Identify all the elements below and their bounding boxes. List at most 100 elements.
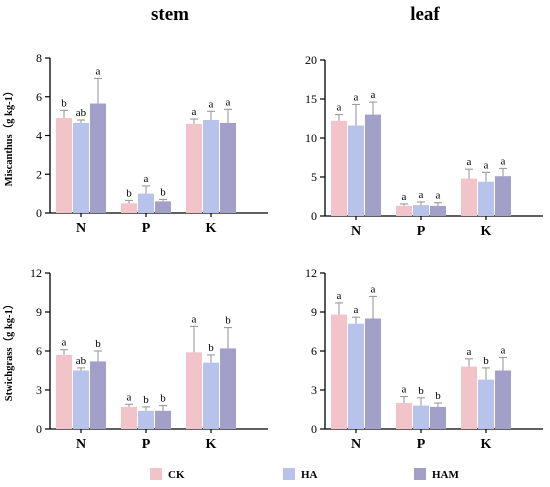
column-title-leaf: leaf <box>410 4 440 25</box>
y-tick-label: 9 <box>36 305 42 319</box>
significance-label: b <box>126 187 132 199</box>
y-tick-label: 0 <box>36 422 42 436</box>
significance-label: a <box>226 96 231 108</box>
bar-ck-n <box>56 118 72 213</box>
significance-label: b <box>61 97 67 109</box>
legend-label-ck: CK <box>168 469 185 481</box>
bar-ham-k <box>495 176 511 216</box>
bar-ck-n <box>331 314 347 429</box>
y-tick-label: 2 <box>36 167 42 181</box>
significance-label: a <box>354 91 359 103</box>
bar-ha-p <box>138 410 154 429</box>
significance-label: a <box>209 98 214 110</box>
y-tick-label: 15 <box>305 92 317 106</box>
significance-label: a <box>192 313 197 325</box>
significance-label: b <box>160 186 166 198</box>
significance-label: b <box>208 342 214 354</box>
significance-label: b <box>435 390 441 402</box>
row-label-switchgrass: Stwichgrass（g kg-1） <box>2 299 15 401</box>
category-label-k: K <box>206 221 217 236</box>
significance-label: a <box>371 283 376 295</box>
bar-ham-k <box>220 122 236 213</box>
significance-label: b <box>418 385 424 397</box>
significance-label: b <box>160 393 166 405</box>
bar-ck-p <box>121 203 137 213</box>
bar-ham-n <box>365 318 381 429</box>
bar-ck-n <box>56 354 72 429</box>
category-label-k: K <box>481 437 492 452</box>
significance-label: b <box>225 315 231 327</box>
y-tick-label: 6 <box>36 344 42 358</box>
significance-label: a <box>337 290 342 302</box>
category-label-n: N <box>351 437 361 452</box>
legend-swatch-ha <box>283 468 295 480</box>
significance-label: a <box>62 337 67 349</box>
y-tick-label: 4 <box>36 129 42 143</box>
significance-label: a <box>96 65 101 77</box>
bar-ha-k <box>203 120 219 213</box>
significance-label: ab <box>76 355 87 367</box>
bar-ha-k <box>478 181 494 216</box>
legend-swatch-ham <box>414 468 426 480</box>
significance-label: a <box>501 155 506 167</box>
bar-ham-k <box>495 370 511 429</box>
significance-label: a <box>402 191 407 203</box>
significance-label: ab <box>76 107 87 119</box>
y-tick-label: 12 <box>30 266 42 280</box>
legend-label-ha: HA <box>301 469 318 481</box>
bar-ck-k <box>186 352 202 429</box>
bar-ham-p <box>155 201 171 213</box>
significance-label: a <box>419 189 424 201</box>
category-label-k: K <box>481 224 492 239</box>
bar-ck-k <box>186 123 202 213</box>
y-tick-label: 8 <box>36 51 42 65</box>
significance-label: a <box>467 346 472 358</box>
y-tick-label: 0 <box>311 422 317 436</box>
bar-ha-p <box>413 205 429 216</box>
significance-label: a <box>144 173 149 185</box>
y-tick-label: 0 <box>36 206 42 220</box>
legend-swatch-ck <box>150 468 162 480</box>
legend: CK HA HAM <box>150 468 460 481</box>
significance-label: a <box>354 304 359 316</box>
bar-ha-p <box>138 193 154 213</box>
bar-ck-n <box>331 120 347 216</box>
category-label-p: P <box>417 437 426 452</box>
bar-ck-p <box>396 403 412 429</box>
bar-ck-p <box>121 406 137 429</box>
category-label-n: N <box>76 221 86 236</box>
bar-ham-k <box>220 348 236 429</box>
significance-label: a <box>484 159 489 171</box>
significance-label: a <box>436 190 441 202</box>
column-title-stem: stem <box>151 4 189 25</box>
significance-label: a <box>192 106 197 118</box>
significance-label: a <box>467 156 472 168</box>
y-tick-label: 12 <box>305 266 317 280</box>
category-label-p: P <box>417 224 426 239</box>
category-label-p: P <box>142 437 151 452</box>
row-label-miscanthus: Miscanthus（g kg-1） <box>2 86 15 187</box>
bar-ham-p <box>430 205 446 216</box>
y-tick-label: 10 <box>305 131 317 145</box>
bar-ham-n <box>90 361 106 429</box>
bar-ham-n <box>365 114 381 216</box>
y-tick-label: 9 <box>311 305 317 319</box>
significance-label: b <box>95 338 101 350</box>
bar-ck-k <box>461 366 477 429</box>
bar-ha-k <box>478 379 494 429</box>
y-tick-label: 3 <box>311 383 317 397</box>
bar-ck-p <box>396 205 412 216</box>
y-tick-label: 3 <box>36 383 42 397</box>
bar-ha-n <box>348 323 364 429</box>
y-tick-label: 5 <box>311 170 317 184</box>
category-label-n: N <box>351 224 361 239</box>
y-tick-label: 6 <box>311 344 317 358</box>
y-tick-label: 6 <box>36 90 42 104</box>
y-tick-label: 0 <box>311 209 317 223</box>
y-tick-label: 20 <box>305 53 317 67</box>
significance-label: a <box>501 345 506 357</box>
